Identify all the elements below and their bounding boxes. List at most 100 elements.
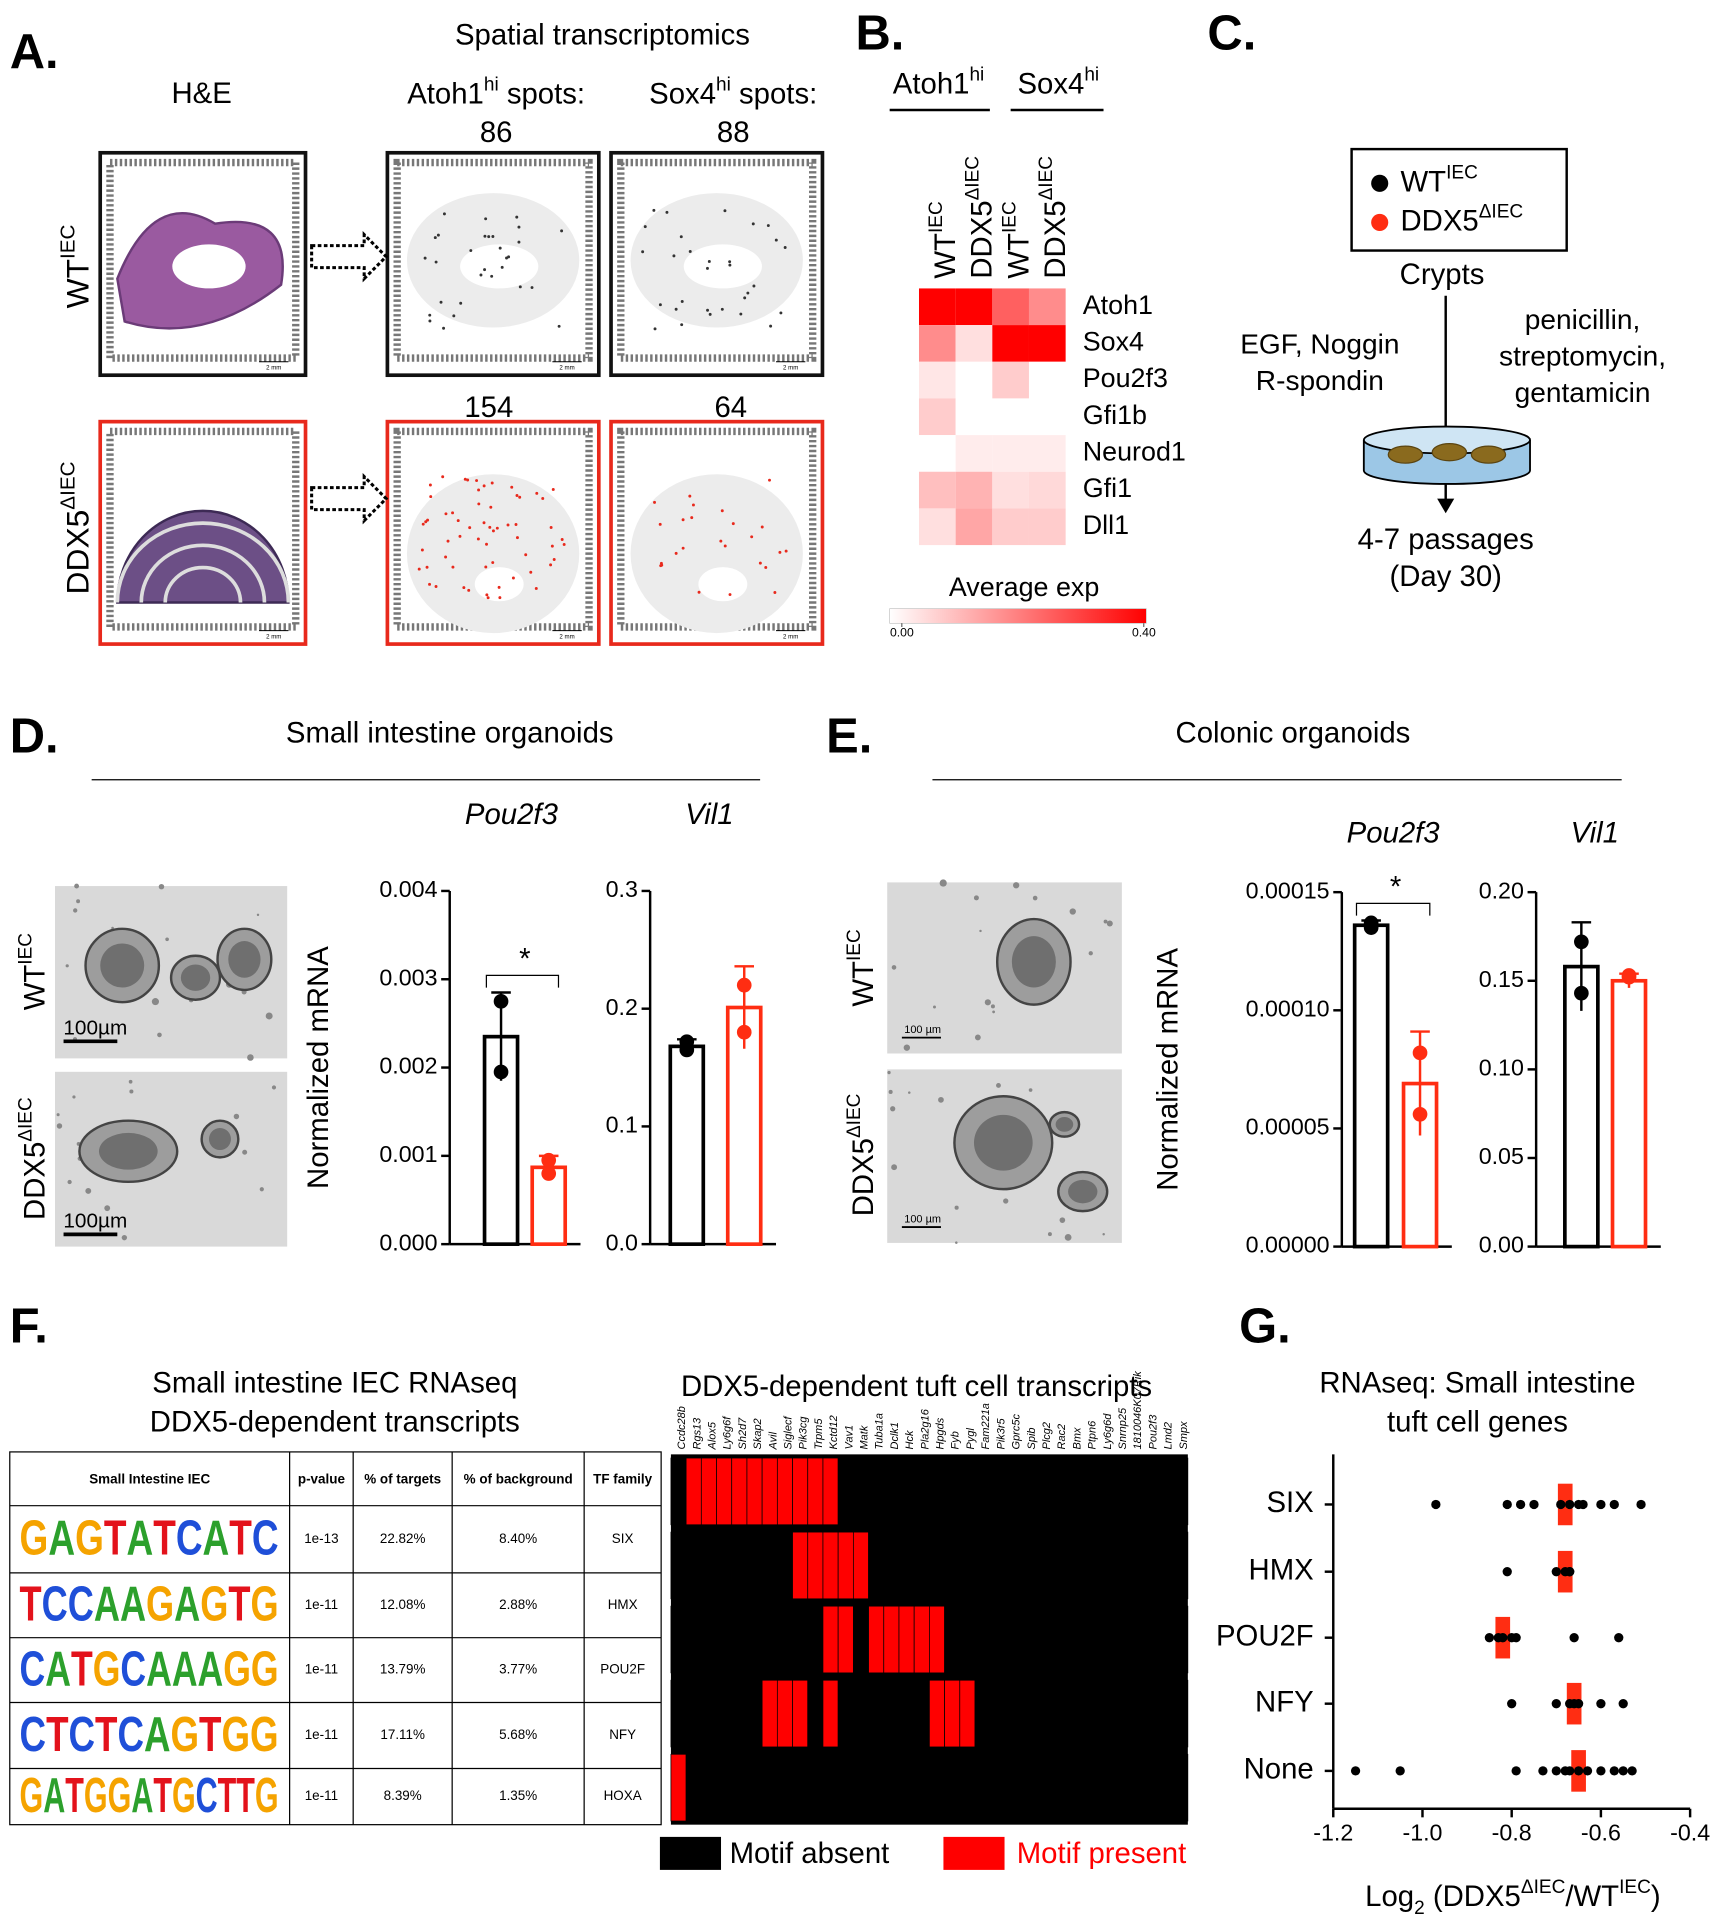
motif-cell (716, 1679, 733, 1748)
text-part: Sox4 (1017, 67, 1084, 100)
text-part: Atoh1 (407, 77, 484, 110)
debris (242, 1149, 248, 1155)
spot (779, 311, 783, 315)
spot (524, 553, 528, 557)
y-tick-label: 0.001 (379, 1141, 437, 1167)
motif-cell (852, 1753, 869, 1822)
motif-cell (746, 1679, 763, 1748)
text-part: ) (1651, 1880, 1661, 1913)
motif-cell (989, 1679, 1006, 1748)
data-point (1565, 1766, 1575, 1776)
text-part: hi (969, 64, 984, 85)
motif-cell (974, 1531, 991, 1600)
y-tick-label: 0.3 (606, 876, 638, 902)
label: gentamicin (1515, 377, 1651, 408)
label: EGF, Noggin (1240, 328, 1399, 359)
spot (475, 479, 479, 483)
motif-base: A (144, 1708, 171, 1762)
debris (887, 1070, 891, 1075)
motif-cell (883, 1605, 900, 1674)
spot (463, 477, 467, 481)
data-point (1551, 1766, 1561, 1776)
data-point (1578, 1499, 1588, 1510)
colorbar (889, 608, 1147, 624)
motif-cell (1126, 1753, 1143, 1822)
label: streptomycin, (1499, 341, 1666, 372)
table-cell: 1e-11 (305, 1662, 338, 1677)
motif-cell (670, 1679, 687, 1748)
capture-frame (106, 158, 300, 362)
motif-cell (959, 1605, 976, 1674)
spot (764, 566, 768, 569)
motif-cell (1020, 1531, 1037, 1600)
motif-cell (929, 1605, 945, 1674)
motif-base: A (131, 1769, 153, 1823)
gene-label: Spib (1026, 1427, 1038, 1449)
motif-cell (1157, 1605, 1174, 1674)
spot-count: 88 (717, 116, 750, 149)
data-point (1614, 1633, 1624, 1643)
motif-cell (868, 1753, 885, 1822)
significance-label: * (1390, 870, 1401, 903)
debris (265, 1012, 273, 1020)
y-tick-label: 0.00010 (1246, 995, 1330, 1021)
panel-letter: A. (10, 25, 59, 79)
spot (691, 503, 695, 507)
motif-cell (670, 1531, 687, 1600)
spot (491, 561, 495, 564)
gene-label: Skap2 (752, 1418, 764, 1449)
y-tick-label: 0.002 (379, 1053, 437, 1079)
spot (665, 210, 669, 214)
row-label: WTIEC (15, 933, 51, 1011)
gene-label: Matk (859, 1425, 871, 1449)
data-point (1609, 1766, 1619, 1776)
motif-cell (822, 1753, 839, 1822)
spot (495, 526, 499, 530)
data-point (1618, 1766, 1628, 1776)
motif-cell (837, 1679, 854, 1748)
organoid-core (180, 964, 211, 991)
spot (707, 259, 711, 263)
motif-cell (959, 1753, 976, 1822)
motif-base: G (172, 1769, 196, 1823)
motif-cell (1096, 1457, 1113, 1526)
debris (104, 1205, 111, 1212)
motif-cell (700, 1531, 717, 1600)
motif-cell (822, 1457, 839, 1526)
motif-base: T (153, 1769, 172, 1823)
data-point (1515, 1499, 1526, 1510)
spot (490, 274, 494, 278)
capture-frame (617, 427, 817, 631)
spot (562, 542, 566, 546)
motif-base: G (250, 1708, 279, 1762)
motif-cell (1020, 1753, 1037, 1822)
spot (514, 523, 518, 526)
label: Average exp (949, 572, 1099, 602)
column-label: DDX5ΔIEC (962, 156, 998, 279)
motif-cell (1126, 1531, 1143, 1600)
table-cell: 5.68% (499, 1727, 537, 1742)
motif-cell (700, 1605, 717, 1674)
organoid-core (1068, 1179, 1098, 1204)
spot (552, 558, 556, 561)
table-cell: 1e-11 (305, 1597, 338, 1612)
motif-cell (1050, 1753, 1067, 1822)
motif-cell (1141, 1679, 1158, 1748)
motif-base: A (45, 1642, 71, 1696)
motif-cell (974, 1605, 991, 1674)
heat-cell (955, 325, 993, 362)
motif-cell (700, 1457, 717, 1526)
spot (674, 551, 678, 555)
text-part: DDX5 (847, 1138, 880, 1216)
column-label: DDX5ΔIEC (1036, 156, 1072, 279)
motif-cell (1081, 1457, 1097, 1526)
scale-bar-label: 100µm (63, 1210, 127, 1233)
spot (705, 266, 709, 270)
motif-cell (929, 1679, 945, 1748)
capture-frame (617, 158, 817, 362)
spot (441, 475, 445, 479)
data-point (1627, 1766, 1637, 1776)
motif-cell (1005, 1753, 1021, 1822)
text-part: /WT (1565, 1880, 1619, 1913)
motif-cell (807, 1605, 824, 1674)
